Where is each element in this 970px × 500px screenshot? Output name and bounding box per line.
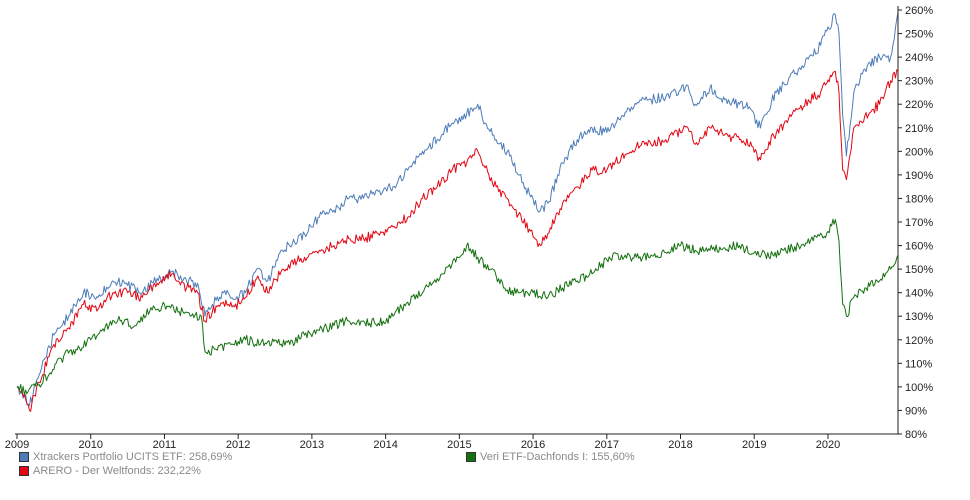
x-tick-label-2011: 2011 xyxy=(153,439,177,451)
y-tick-label-260: 260% xyxy=(905,5,933,17)
x-tick-label-2014: 2014 xyxy=(373,439,397,451)
series-layer xyxy=(16,12,899,412)
x-tick-label-2015: 2015 xyxy=(447,439,471,451)
y-tick-label-150: 150% xyxy=(905,264,933,276)
x-tick-label-2016: 2016 xyxy=(521,439,545,451)
y-tick-label-210: 210% xyxy=(905,123,933,135)
legend-label-veri: Veri ETF-Dachfonds I: 155,60% xyxy=(480,451,635,463)
x-tick-label-2013: 2013 xyxy=(300,439,324,451)
x-tick-label-2012: 2012 xyxy=(226,439,250,451)
legend-item-arero[interactable]: ARERO - Der Weltfonds: 232,22% xyxy=(19,465,201,477)
y-tick-label-180: 180% xyxy=(905,193,933,205)
y-tick-label-80: 80% xyxy=(905,429,927,441)
x-tick-label-2010: 2010 xyxy=(78,439,102,451)
y-tick-label-140: 140% xyxy=(905,288,933,300)
y-tick-label-120: 120% xyxy=(905,335,933,347)
series-line-0 xyxy=(16,12,899,407)
legend-swatch-xtrackers xyxy=(19,452,29,462)
series-line-1 xyxy=(16,69,899,412)
x-tick-label-2017: 2017 xyxy=(595,439,619,451)
y-tick-label-110: 110% xyxy=(905,358,933,370)
series-line-2 xyxy=(16,218,899,396)
y-tick-label-170: 170% xyxy=(905,217,933,229)
legend-item-veri[interactable]: Veri ETF-Dachfonds I: 155,60% xyxy=(466,451,635,463)
legend-swatch-veri xyxy=(466,452,476,462)
x-tick-label-2009: 2009 xyxy=(5,439,29,451)
y-tick-label-190: 190% xyxy=(905,170,933,182)
y-tick-label-230: 230% xyxy=(905,76,933,88)
x-tick-label-2020: 2020 xyxy=(816,439,840,451)
y-tick-label-220: 220% xyxy=(905,99,933,111)
y-tick-label-90: 90% xyxy=(905,405,927,417)
y-tick-label-200: 200% xyxy=(905,146,933,158)
y-tick-label-240: 240% xyxy=(905,52,933,64)
legend-swatch-arero xyxy=(19,466,29,476)
y-tick-label-100: 100% xyxy=(905,382,933,394)
legend-item-xtrackers[interactable]: Xtrackers Portfolio UCITS ETF: 258,69% xyxy=(19,451,232,463)
y-tick-label-160: 160% xyxy=(905,241,933,253)
x-tick-label-2019: 2019 xyxy=(742,439,766,451)
legend-label-xtrackers: Xtrackers Portfolio UCITS ETF: 258,69% xyxy=(33,451,233,463)
axes-layer: 2009 2010 2011 2012 2013 2014 2015 2016 2017 2018… xyxy=(5,5,934,451)
legend-label-arero: ARERO - Der Weltfonds: 232,22% xyxy=(33,465,201,477)
y-tick-label-250: 250% xyxy=(905,29,933,41)
y-tick-label-130: 130% xyxy=(905,311,933,323)
x-tick-label-2018: 2018 xyxy=(668,439,692,451)
